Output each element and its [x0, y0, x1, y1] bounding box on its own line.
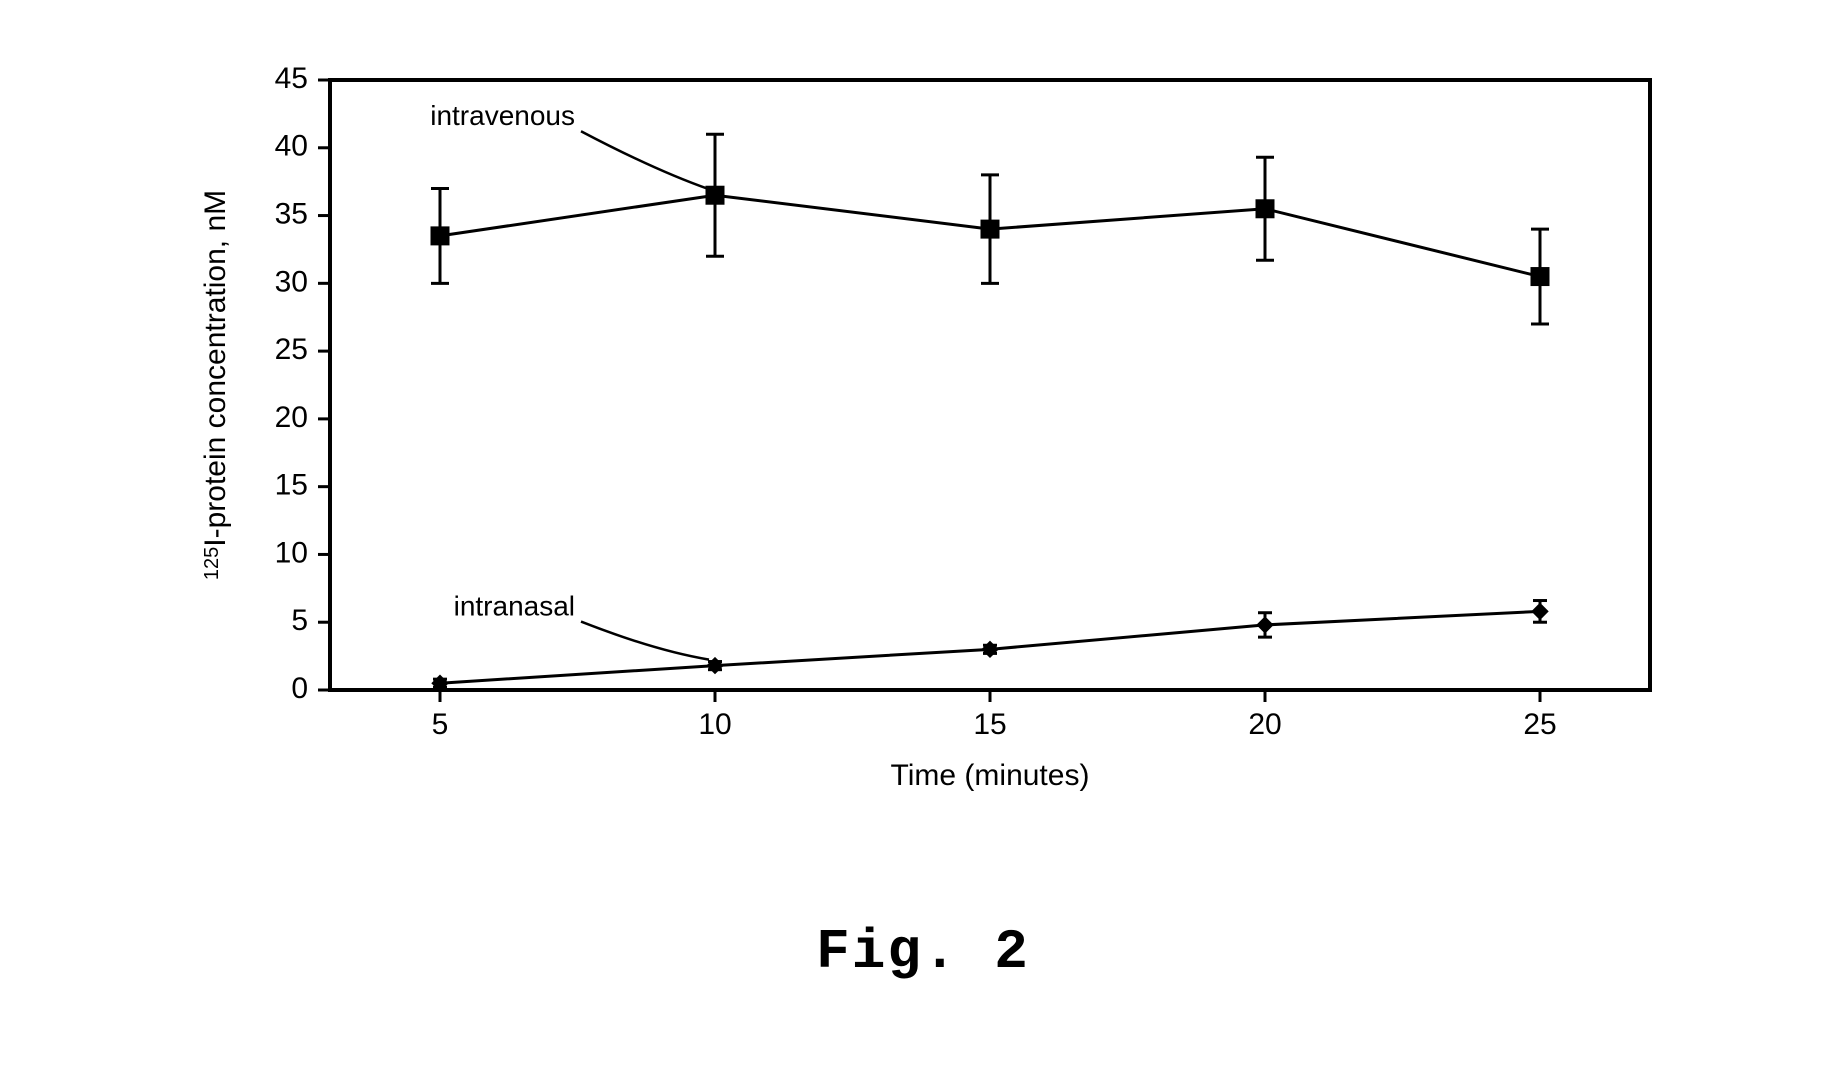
series-marker-intravenous: [981, 220, 999, 238]
x-tick-label: 15: [973, 708, 1006, 741]
chart-svg: 0 5 10 15 20 25 30 35 40 45 5 10 15 20 25 Time (minutes…: [180, 40, 1680, 820]
y-tick-label: 20: [275, 401, 308, 434]
y-tick-label: 35: [275, 197, 308, 230]
x-tick-label: 25: [1523, 708, 1556, 741]
y-tick-label: 0: [291, 672, 308, 705]
page-root: 0 5 10 15 20 25 30 35 40 45 5 10 15 20 25 Time (minutes…: [0, 0, 1846, 1087]
svg-text:125I-protein concentration, nM: 125I-protein concentration, nM: [199, 190, 232, 580]
series-label-intravenous: intravenous: [430, 100, 575, 131]
series-marker-intravenous: [1256, 200, 1274, 218]
chart-container: 0 5 10 15 20 25 30 35 40 45 5 10 15 20 25 Time (minutes…: [180, 40, 1680, 820]
series-label-intranasal: intranasal: [454, 591, 575, 622]
series-marker-intravenous: [431, 227, 449, 245]
y-tick-label: 45: [275, 62, 308, 95]
y-tick-label: 30: [275, 265, 308, 298]
y-tick-label: 5: [291, 604, 308, 637]
x-tick-label: 10: [698, 708, 731, 741]
figure-caption: Fig. 2: [0, 920, 1846, 984]
y-tick-label: 10: [275, 536, 308, 569]
series-marker-intravenous: [1531, 268, 1549, 286]
x-tick-label: 5: [432, 708, 449, 741]
y-axis-label: 125I-protein concentration, nM: [199, 190, 232, 580]
x-tick-label: 20: [1248, 708, 1281, 741]
y-tick-label: 40: [275, 130, 308, 163]
y-tick-label: 25: [275, 333, 308, 366]
y-tick-label: 15: [275, 469, 308, 502]
x-axis-label: Time (minutes): [891, 759, 1090, 792]
